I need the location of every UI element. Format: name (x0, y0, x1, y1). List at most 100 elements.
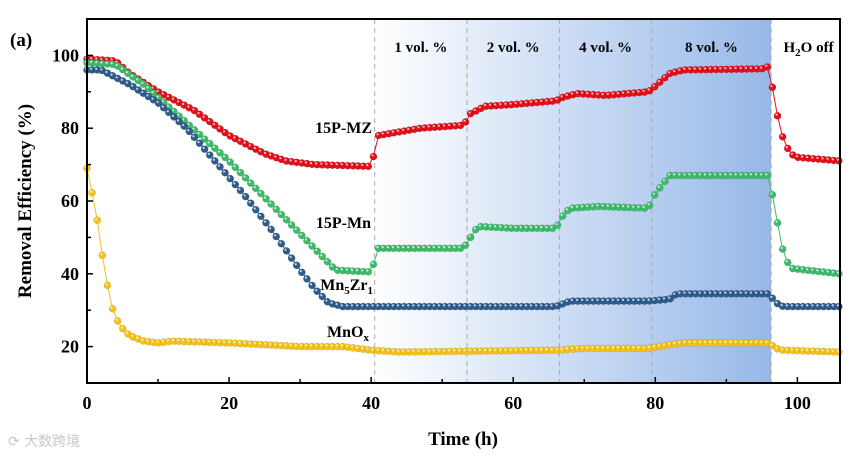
data-point-highlight (836, 349, 839, 352)
data-point-highlight (217, 164, 221, 167)
data-point-highlight (136, 78, 139, 81)
data-point-highlight (263, 196, 267, 199)
data-point (297, 268, 306, 277)
data-point-highlight (570, 92, 573, 95)
data-point-highlight (509, 304, 512, 307)
data-point-highlight (381, 348, 384, 351)
x-tick-label: 0 (83, 393, 92, 413)
data-point-highlight (146, 94, 149, 97)
data-point-highlight (468, 111, 471, 114)
data-point-highlight (540, 99, 543, 102)
data-point (783, 144, 792, 153)
data-point-highlight (703, 291, 706, 294)
data-point-highlight (734, 66, 737, 70)
data-point-highlight (621, 91, 625, 94)
data-point-highlight (284, 248, 287, 251)
series-markers-Mn5Zr1 (83, 66, 843, 311)
data-point-highlight (693, 173, 696, 176)
data-point-highlight (499, 304, 502, 307)
data-point-highlight (637, 346, 640, 349)
data-point-highlight (662, 75, 666, 78)
data-point-highlight (621, 205, 625, 208)
data-point-highlight (202, 146, 205, 150)
data-point-highlight (202, 136, 205, 139)
data-point-highlight (233, 182, 236, 185)
data-point-highlight (130, 84, 134, 87)
data-point-highlight (800, 304, 804, 307)
data-point-highlight (345, 163, 348, 166)
data-point-highlight (355, 304, 359, 307)
data-point-highlight (586, 204, 589, 208)
data-point-highlight (371, 154, 374, 157)
data-point-highlight (442, 124, 446, 127)
data-point-highlight (514, 348, 517, 351)
series-markers-15P-MZ (83, 55, 843, 171)
data-point-highlight (591, 298, 594, 301)
data-point-highlight (105, 283, 108, 286)
data-point-highlight (488, 103, 492, 106)
data-point-highlight (212, 145, 215, 149)
data-point-highlight (754, 291, 758, 294)
data-point-highlight (402, 304, 405, 307)
data-point-highlight (749, 66, 753, 69)
data-point (88, 188, 96, 197)
data-point (308, 281, 316, 290)
data-point (195, 139, 204, 148)
data-point-highlight (258, 213, 262, 217)
data-point-highlight (499, 225, 502, 228)
data-point-highlight (494, 225, 497, 228)
data-point-highlight (770, 192, 773, 195)
data-point-highlight (448, 246, 451, 249)
data-point-highlight (289, 222, 292, 225)
data-point-highlight (253, 207, 256, 210)
data-point-highlight (657, 185, 660, 188)
data-point-highlight (637, 205, 640, 208)
data-point-highlight (355, 346, 359, 349)
data-point-highlight (325, 344, 328, 347)
data-point-highlight (540, 304, 543, 307)
data-point-highlight (703, 67, 706, 70)
data-point-highlight (826, 157, 829, 160)
data-point-highlight (176, 339, 180, 342)
data-point-highlight (800, 348, 804, 351)
data-point-highlight (529, 348, 533, 351)
data-point-highlight (396, 129, 400, 132)
data-point-highlight (222, 170, 226, 173)
y-tick-label: 40 (61, 264, 79, 284)
data-point-highlight (325, 162, 328, 165)
data-point-highlight (345, 344, 348, 348)
data-point-highlight (821, 269, 824, 272)
data-point (246, 199, 255, 208)
region-label: 2 vol. % (487, 40, 540, 56)
data-point-highlight (760, 173, 763, 176)
data-point-highlight (734, 173, 737, 176)
data-point (221, 168, 229, 177)
data-point-highlight (100, 253, 103, 256)
data-point-highlight (386, 131, 389, 134)
data-point-highlight (463, 348, 466, 352)
data-point-highlight (647, 345, 650, 349)
data-point-highlight (228, 340, 231, 343)
data-point-highlight (330, 301, 333, 304)
data-point-highlight (816, 269, 819, 272)
data-point-highlight (391, 304, 394, 307)
data-point-highlight (274, 234, 277, 237)
data-point-highlight (289, 159, 292, 162)
data-point-highlight (238, 139, 241, 142)
data-point-highlight (335, 302, 338, 306)
data-point (216, 163, 224, 171)
data-point-highlight (749, 173, 753, 176)
data-point-highlight (688, 340, 691, 343)
data-point-highlight (616, 204, 620, 208)
data-point-highlight (790, 348, 793, 351)
data-point-highlight (130, 334, 134, 337)
data-point-highlight (100, 68, 103, 71)
data-point-highlight (698, 173, 701, 176)
data-point-highlight (642, 205, 645, 209)
data-point-highlight (417, 304, 420, 307)
data-point-highlight (795, 266, 799, 270)
data-point-highlight (386, 246, 389, 249)
data-point-highlight (340, 304, 343, 307)
data-point-highlight (621, 298, 625, 301)
h2o-off-label: H2O off (783, 40, 834, 59)
